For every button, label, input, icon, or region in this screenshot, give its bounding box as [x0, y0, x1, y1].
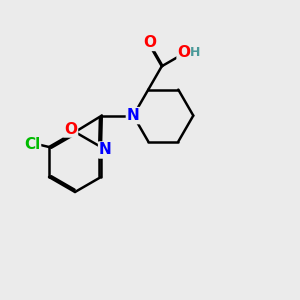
Text: Cl: Cl	[24, 136, 40, 152]
Text: H: H	[190, 46, 200, 59]
Text: N: N	[99, 142, 112, 158]
Text: O: O	[143, 35, 156, 50]
Text: N: N	[127, 108, 140, 123]
Text: O: O	[64, 122, 77, 136]
Text: O: O	[178, 45, 190, 60]
